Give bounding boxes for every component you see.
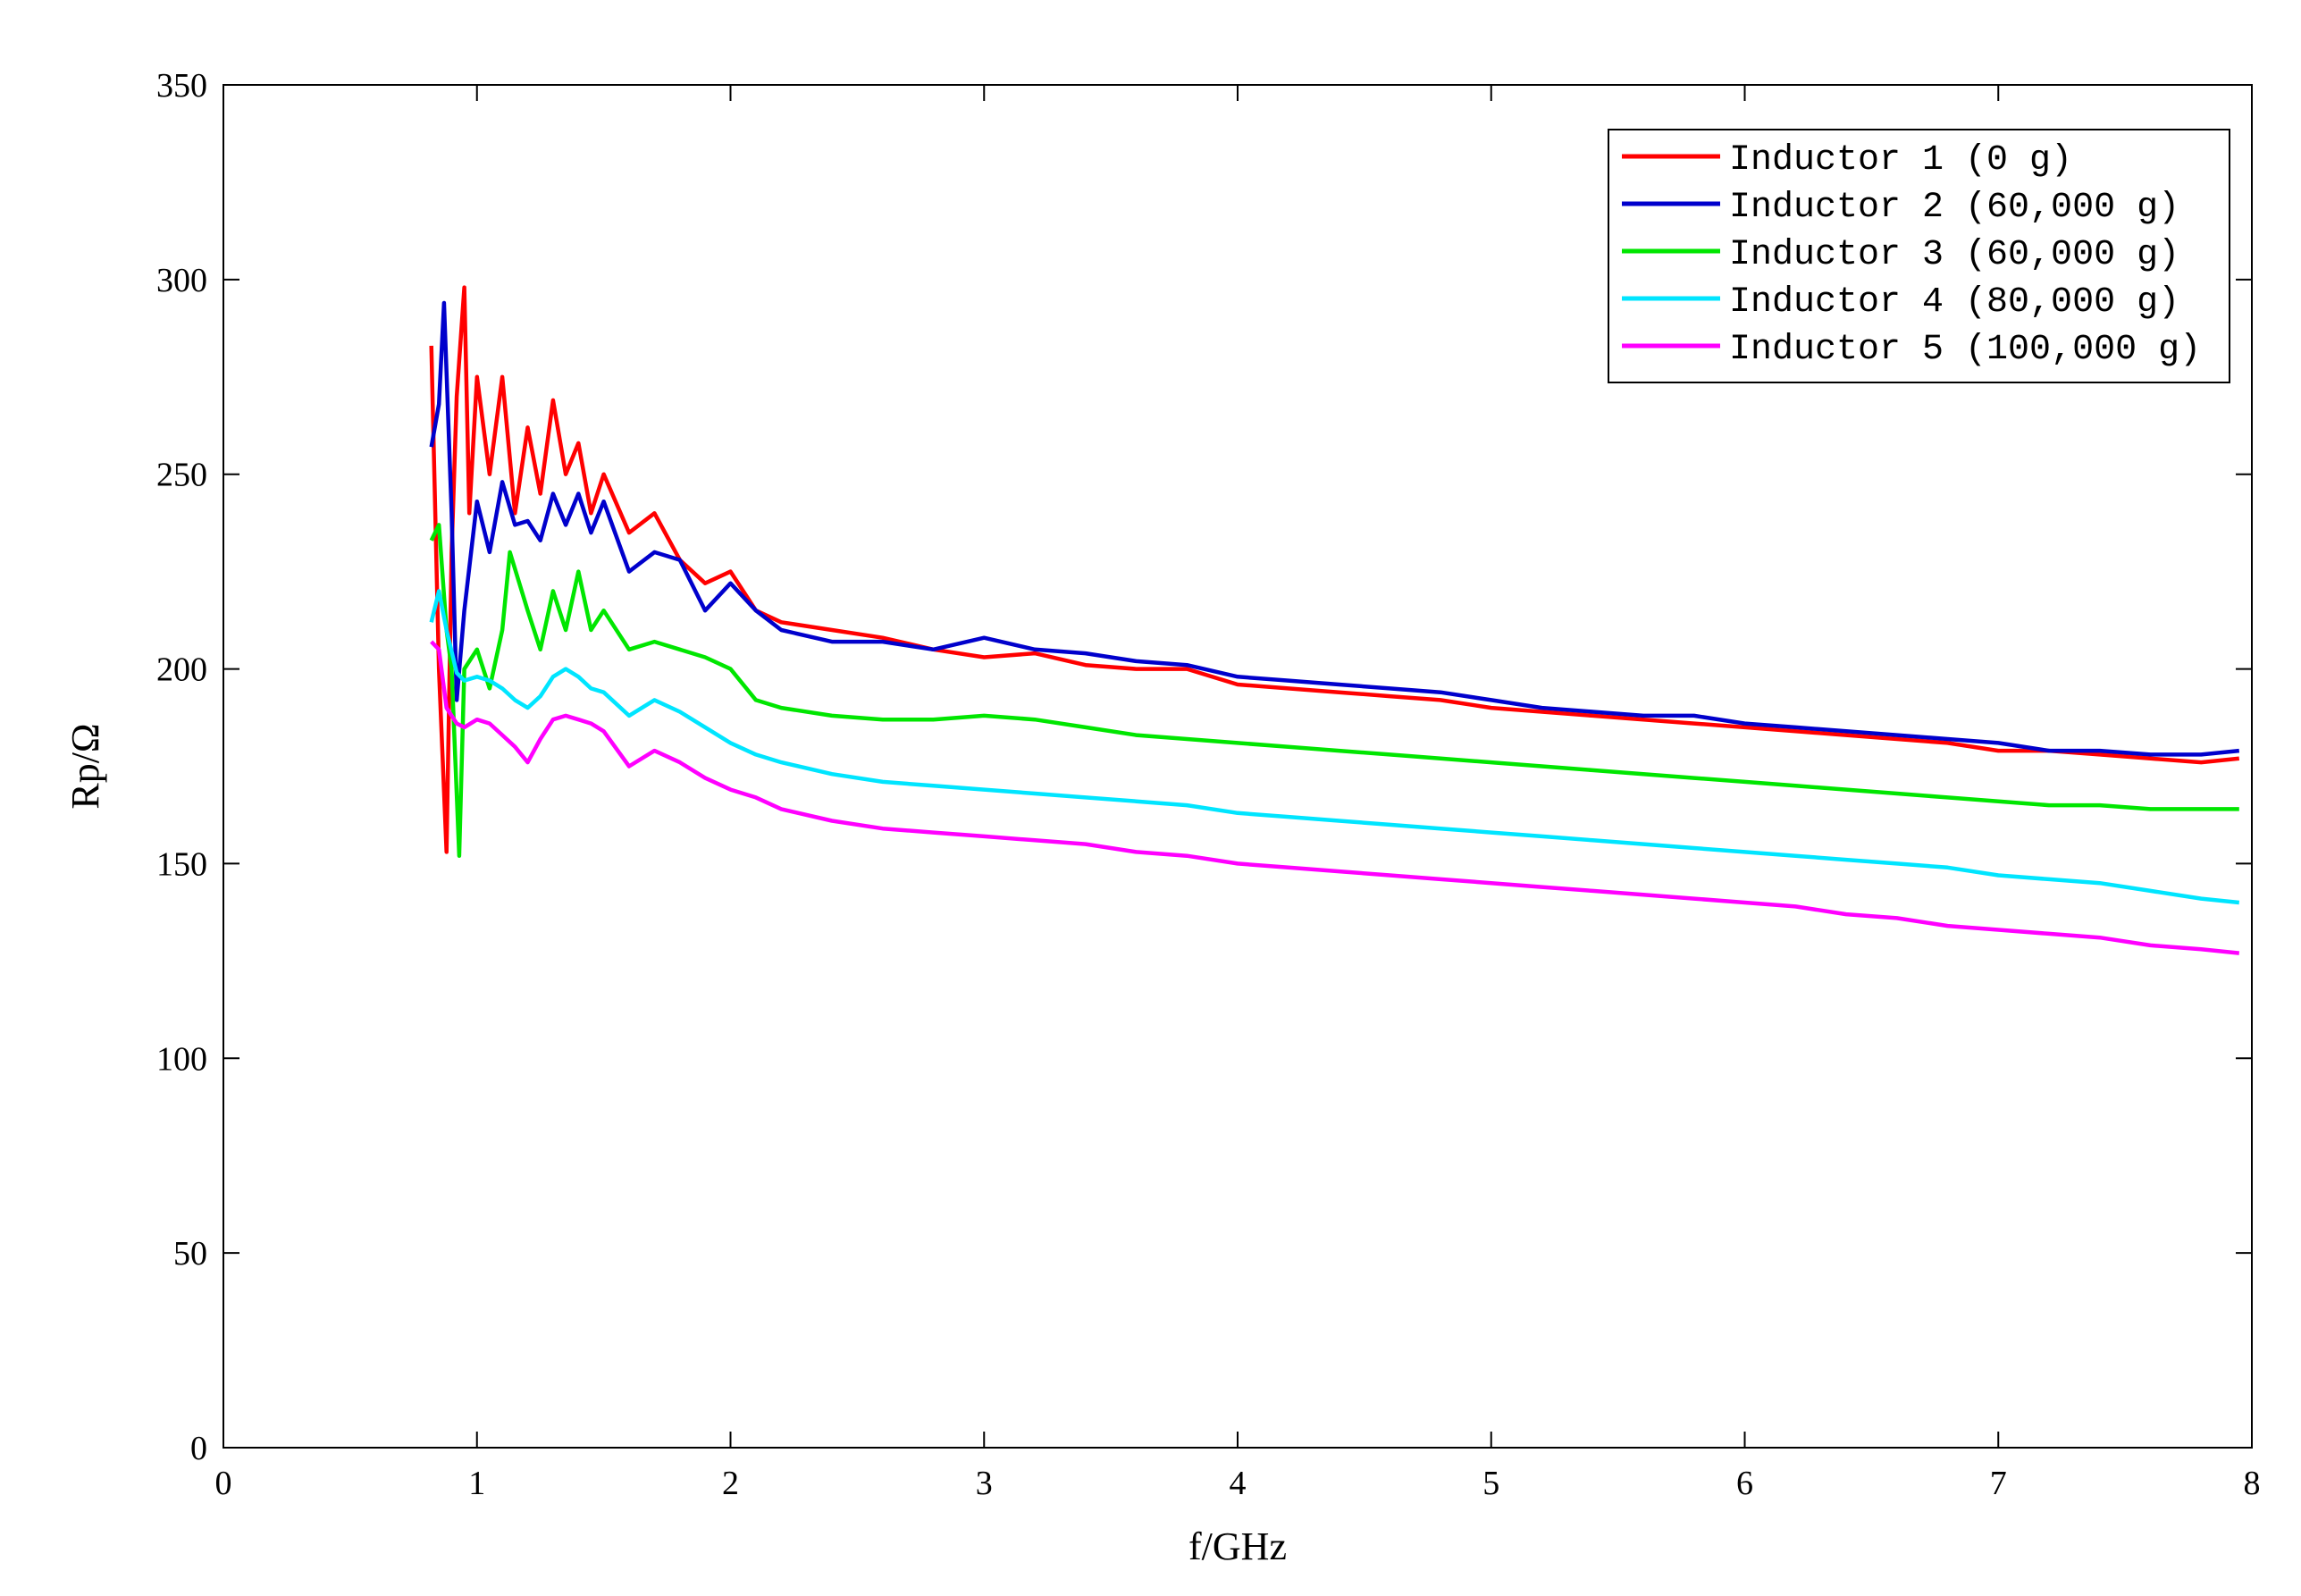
y-tick-label: 300 — [156, 262, 207, 299]
series-line-3 — [429, 523, 2239, 858]
series-line-5 — [430, 640, 2240, 955]
y-tick-label: 200 — [156, 651, 207, 689]
legend-label-5: Inductor 5 (100,000 g) — [1729, 330, 2201, 370]
y-tick-label: 100 — [156, 1040, 207, 1078]
x-tick-label: 8 — [2244, 1465, 2261, 1502]
y-tick-label: 0 — [190, 1430, 207, 1467]
legend-label-1: Inductor 1 (0 g) — [1729, 140, 2072, 181]
legend-box — [1608, 129, 2230, 383]
x-axis: 0 1 2 3 4 5 6 7 8 — [215, 85, 2261, 1502]
series-group — [429, 285, 2240, 955]
legend-label-4: Inductor 4 (80,000 g) — [1729, 282, 2179, 323]
y-tick-label: 150 — [156, 845, 207, 883]
x-axis-label: f/GHz — [1188, 1525, 1287, 1568]
x-tick-label: 4 — [1230, 1465, 1247, 1502]
y-tick-label: 250 — [156, 457, 207, 494]
y-axis-label: Rp/Ω — [63, 723, 107, 809]
legend-label-2: Inductor 2 (60,000 g) — [1729, 188, 2179, 228]
axis-labels: f/GHz Rp/Ω — [63, 723, 1287, 1568]
x-tick-label: 2 — [722, 1465, 739, 1502]
legend-label-3: Inductor 3 (60,000 g) — [1729, 235, 2179, 275]
x-tick-label: 7 — [1990, 1465, 2007, 1502]
x-tick-label: 0 — [215, 1465, 232, 1502]
series-line-2 — [429, 300, 2240, 757]
y-axis: 0 50 100 150 200 250 300 350 — [156, 67, 2252, 1467]
series-line-4 — [429, 589, 2240, 905]
x-tick-label: 6 — [1736, 1465, 1753, 1502]
y-tick-label: 350 — [156, 67, 207, 105]
x-tick-label: 3 — [976, 1465, 993, 1502]
y-tick-label: 50 — [173, 1235, 207, 1273]
x-tick-label: 1 — [468, 1465, 485, 1502]
legend: Inductor 1 (0 g) Inductor 2 (60,000 g) Ind… — [1608, 129, 2230, 383]
x-tick-label: 5 — [1482, 1465, 1499, 1502]
